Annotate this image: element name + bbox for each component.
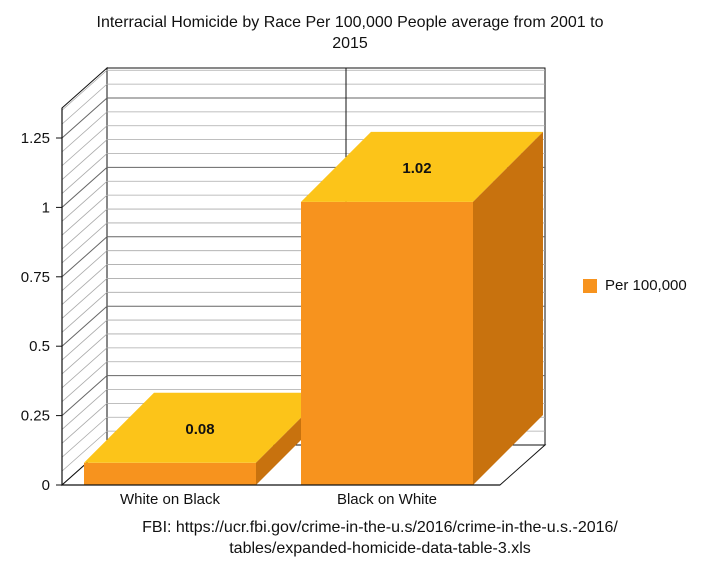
x-category-label: White on Black xyxy=(120,491,221,508)
gridline-side xyxy=(61,278,108,319)
gridline-side xyxy=(61,125,108,167)
y-tick-label: 1.25 xyxy=(21,130,50,147)
bar-value-label: 1.02 xyxy=(402,160,431,177)
bar-front xyxy=(301,201,473,485)
x-category-label: Black on White xyxy=(337,491,437,508)
chart-title-line-2: 2015 xyxy=(332,35,368,52)
bar-1: 0.08 xyxy=(84,392,326,485)
gridline-side xyxy=(61,236,108,278)
gridline-side xyxy=(61,416,108,458)
bar-top xyxy=(84,392,326,463)
bar-value-label: 0.08 xyxy=(185,421,214,438)
gridline-side xyxy=(61,180,108,222)
gridline-side xyxy=(61,139,108,180)
gridline-side xyxy=(61,305,108,347)
gridline-side xyxy=(61,430,108,472)
gridline-side xyxy=(61,361,108,403)
legend: Per 100,000 xyxy=(583,277,687,294)
gridline-side xyxy=(61,97,108,139)
gridline-side xyxy=(61,208,108,250)
gridline-side xyxy=(61,319,108,361)
source-line-1: FBI: https://ucr.fbi.gov/crime-in-the-u.… xyxy=(142,519,618,536)
gridline-side xyxy=(61,250,108,291)
y-tick-label: 0.25 xyxy=(21,408,50,425)
gridline-side xyxy=(61,403,108,444)
source-line-2: tables/expanded-homicide-data-table-3.xl… xyxy=(229,540,531,557)
gridline-side xyxy=(61,333,108,375)
y-tick-label: 0.5 xyxy=(29,338,50,355)
gridline-side xyxy=(61,264,108,305)
bar-front xyxy=(84,462,256,485)
legend-swatch xyxy=(583,278,597,293)
gridline-side xyxy=(61,194,108,236)
bar-top xyxy=(301,131,543,202)
y-tick-label: 1 xyxy=(42,199,50,216)
gridline-side xyxy=(61,347,108,389)
source-note: FBI: https://ucr.fbi.gov/crime-in-the-u.… xyxy=(80,517,680,559)
chart-title-line-1: Interracial Homicide by Race Per 100,000… xyxy=(96,14,604,31)
side-wall xyxy=(61,66,108,487)
gridline-side xyxy=(61,389,108,430)
chart-title: Interracial Homicide by Race Per 100,000… xyxy=(60,12,640,54)
gridline-side xyxy=(61,167,108,208)
gridline-side xyxy=(61,111,108,153)
gridline-side xyxy=(61,222,108,264)
gridline-side xyxy=(61,153,108,194)
gridline-side xyxy=(61,292,108,333)
y-tick-label: 0.75 xyxy=(21,269,50,286)
legend-label: Per 100,000 xyxy=(605,277,687,294)
gridline-side xyxy=(61,375,108,416)
gridline-side xyxy=(61,69,108,111)
gridline-side xyxy=(61,83,108,125)
bar-2: 1.02 xyxy=(301,131,543,485)
y-tick-label: 0 xyxy=(42,477,50,494)
bar-side xyxy=(473,131,543,485)
